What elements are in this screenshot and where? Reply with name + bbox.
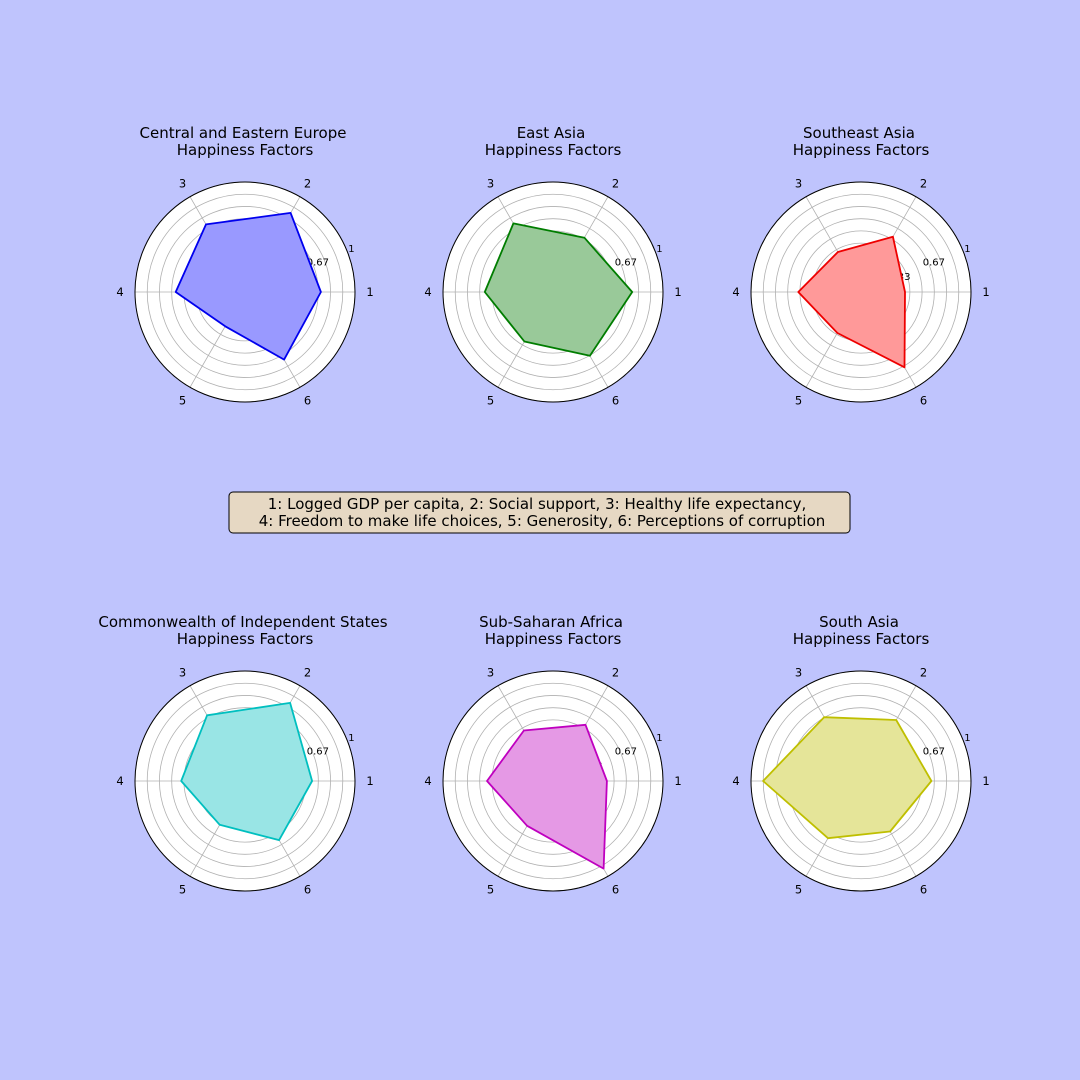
radar-series-area [484, 223, 633, 356]
radar-axis-label: 5 [487, 393, 494, 407]
radar-axis-label: 1 [982, 774, 989, 788]
radar-series-area [487, 724, 607, 869]
radar-axis-label: 2 [920, 666, 927, 680]
chart-title-line-1: Southeast Asia [803, 124, 915, 142]
axis-legend-box: 1: Logged GDP per capita, 2: Social supp… [228, 491, 851, 534]
radar-axis-label: 4 [424, 285, 431, 299]
radial-tick-label: 1 [656, 733, 662, 744]
radar-axis-label: 1 [366, 774, 373, 788]
radial-tick-label: 0.67 [615, 258, 637, 269]
legend-box-background [228, 491, 851, 534]
radar-axis-label: 1 [674, 774, 681, 788]
chart-title-line-1: Central and Eastern Europe [140, 124, 347, 142]
radar-axis-label: 5 [487, 882, 494, 896]
radar-series-area [763, 717, 932, 839]
radar-axis-label: 3 [795, 177, 802, 191]
chart-title-line-2: Happiness Factors [793, 630, 930, 648]
radial-tick-label: 1 [964, 244, 970, 255]
radar-axis-label: 5 [179, 882, 186, 896]
radar-axis-label: 6 [304, 393, 311, 407]
legend-line-2: 4: Freedom to make life choices, 5: Gene… [259, 512, 826, 530]
radial-tick-label: 0.67 [307, 258, 329, 269]
radar-axis-label: 3 [795, 666, 802, 680]
radar-axis-label: 2 [612, 666, 619, 680]
radar-axis-label: 1 [982, 285, 989, 299]
chart-title-line-2: Happiness Factors [177, 630, 314, 648]
radar-axis-label: 3 [179, 177, 186, 191]
radial-tick-label: 1 [964, 733, 970, 744]
radar-outer-frame [442, 181, 664, 403]
radar-axis-label: 6 [920, 393, 927, 407]
radar-outer-frame [750, 181, 972, 403]
chart-title-line-2: Happiness Factors [177, 141, 314, 159]
radial-tick-label: 0.67 [923, 258, 945, 269]
chart-title-line-2: Happiness Factors [793, 141, 930, 159]
radar-axis-label: 2 [304, 666, 311, 680]
radar-axis-label: 4 [424, 774, 431, 788]
chart-title-line-1: East Asia [517, 124, 586, 142]
radial-tick-label: 1 [656, 244, 662, 255]
radial-tick-label: 1 [348, 244, 354, 255]
chart-title-line-2: Happiness Factors [485, 141, 622, 159]
radial-tick-label: 1 [348, 733, 354, 744]
radar-axis-label: 1 [674, 285, 681, 299]
radar-axis-label: 2 [304, 177, 311, 191]
radar-outer-frame [134, 670, 356, 892]
radar-axis-label: 3 [487, 177, 494, 191]
radar-axis-label: 4 [116, 285, 123, 299]
radar-axis-label: 5 [795, 393, 802, 407]
radar-axis-label: 5 [179, 393, 186, 407]
radar-axis-label: 2 [612, 177, 619, 191]
radar-outer-frame [750, 670, 972, 892]
radar-axis-label: 5 [795, 882, 802, 896]
radar-axis-label: 6 [612, 882, 619, 896]
chart-title-line-1: South Asia [819, 613, 899, 631]
radial-tick-label: 0.67 [307, 747, 329, 758]
radar-outer-frame [442, 670, 664, 892]
radar-axis-label: 4 [116, 774, 123, 788]
chart-title-line-2: Happiness Factors [485, 630, 622, 648]
radar-outer-frame [134, 181, 356, 403]
radar-series-area [181, 702, 313, 841]
legend-line-1: 1: Logged GDP per capita, 2: Social supp… [268, 495, 807, 513]
radar-series-area [798, 236, 905, 368]
radar-axis-label: 6 [612, 393, 619, 407]
radar-axis-label: 3 [487, 666, 494, 680]
radar-axis-label: 1 [366, 285, 373, 299]
radar-axis-label: 3 [179, 666, 186, 680]
chart-title-line-1: Sub-Saharan Africa [479, 613, 623, 631]
radial-tick-label: 0.67 [923, 747, 945, 758]
radar-axis-label: 2 [920, 177, 927, 191]
radar-chart: Commonwealth of Independent StatesHappin… [98, 613, 387, 896]
radial-tick-label: 0.67 [615, 747, 637, 758]
radar-axis-label: 4 [732, 774, 739, 788]
radar-axis-label: 6 [920, 882, 927, 896]
radar-series-area [175, 212, 321, 360]
chart-title-line-1: Commonwealth of Independent States [98, 613, 387, 631]
radar-axis-label: 6 [304, 882, 311, 896]
radar-axis-label: 4 [732, 285, 739, 299]
